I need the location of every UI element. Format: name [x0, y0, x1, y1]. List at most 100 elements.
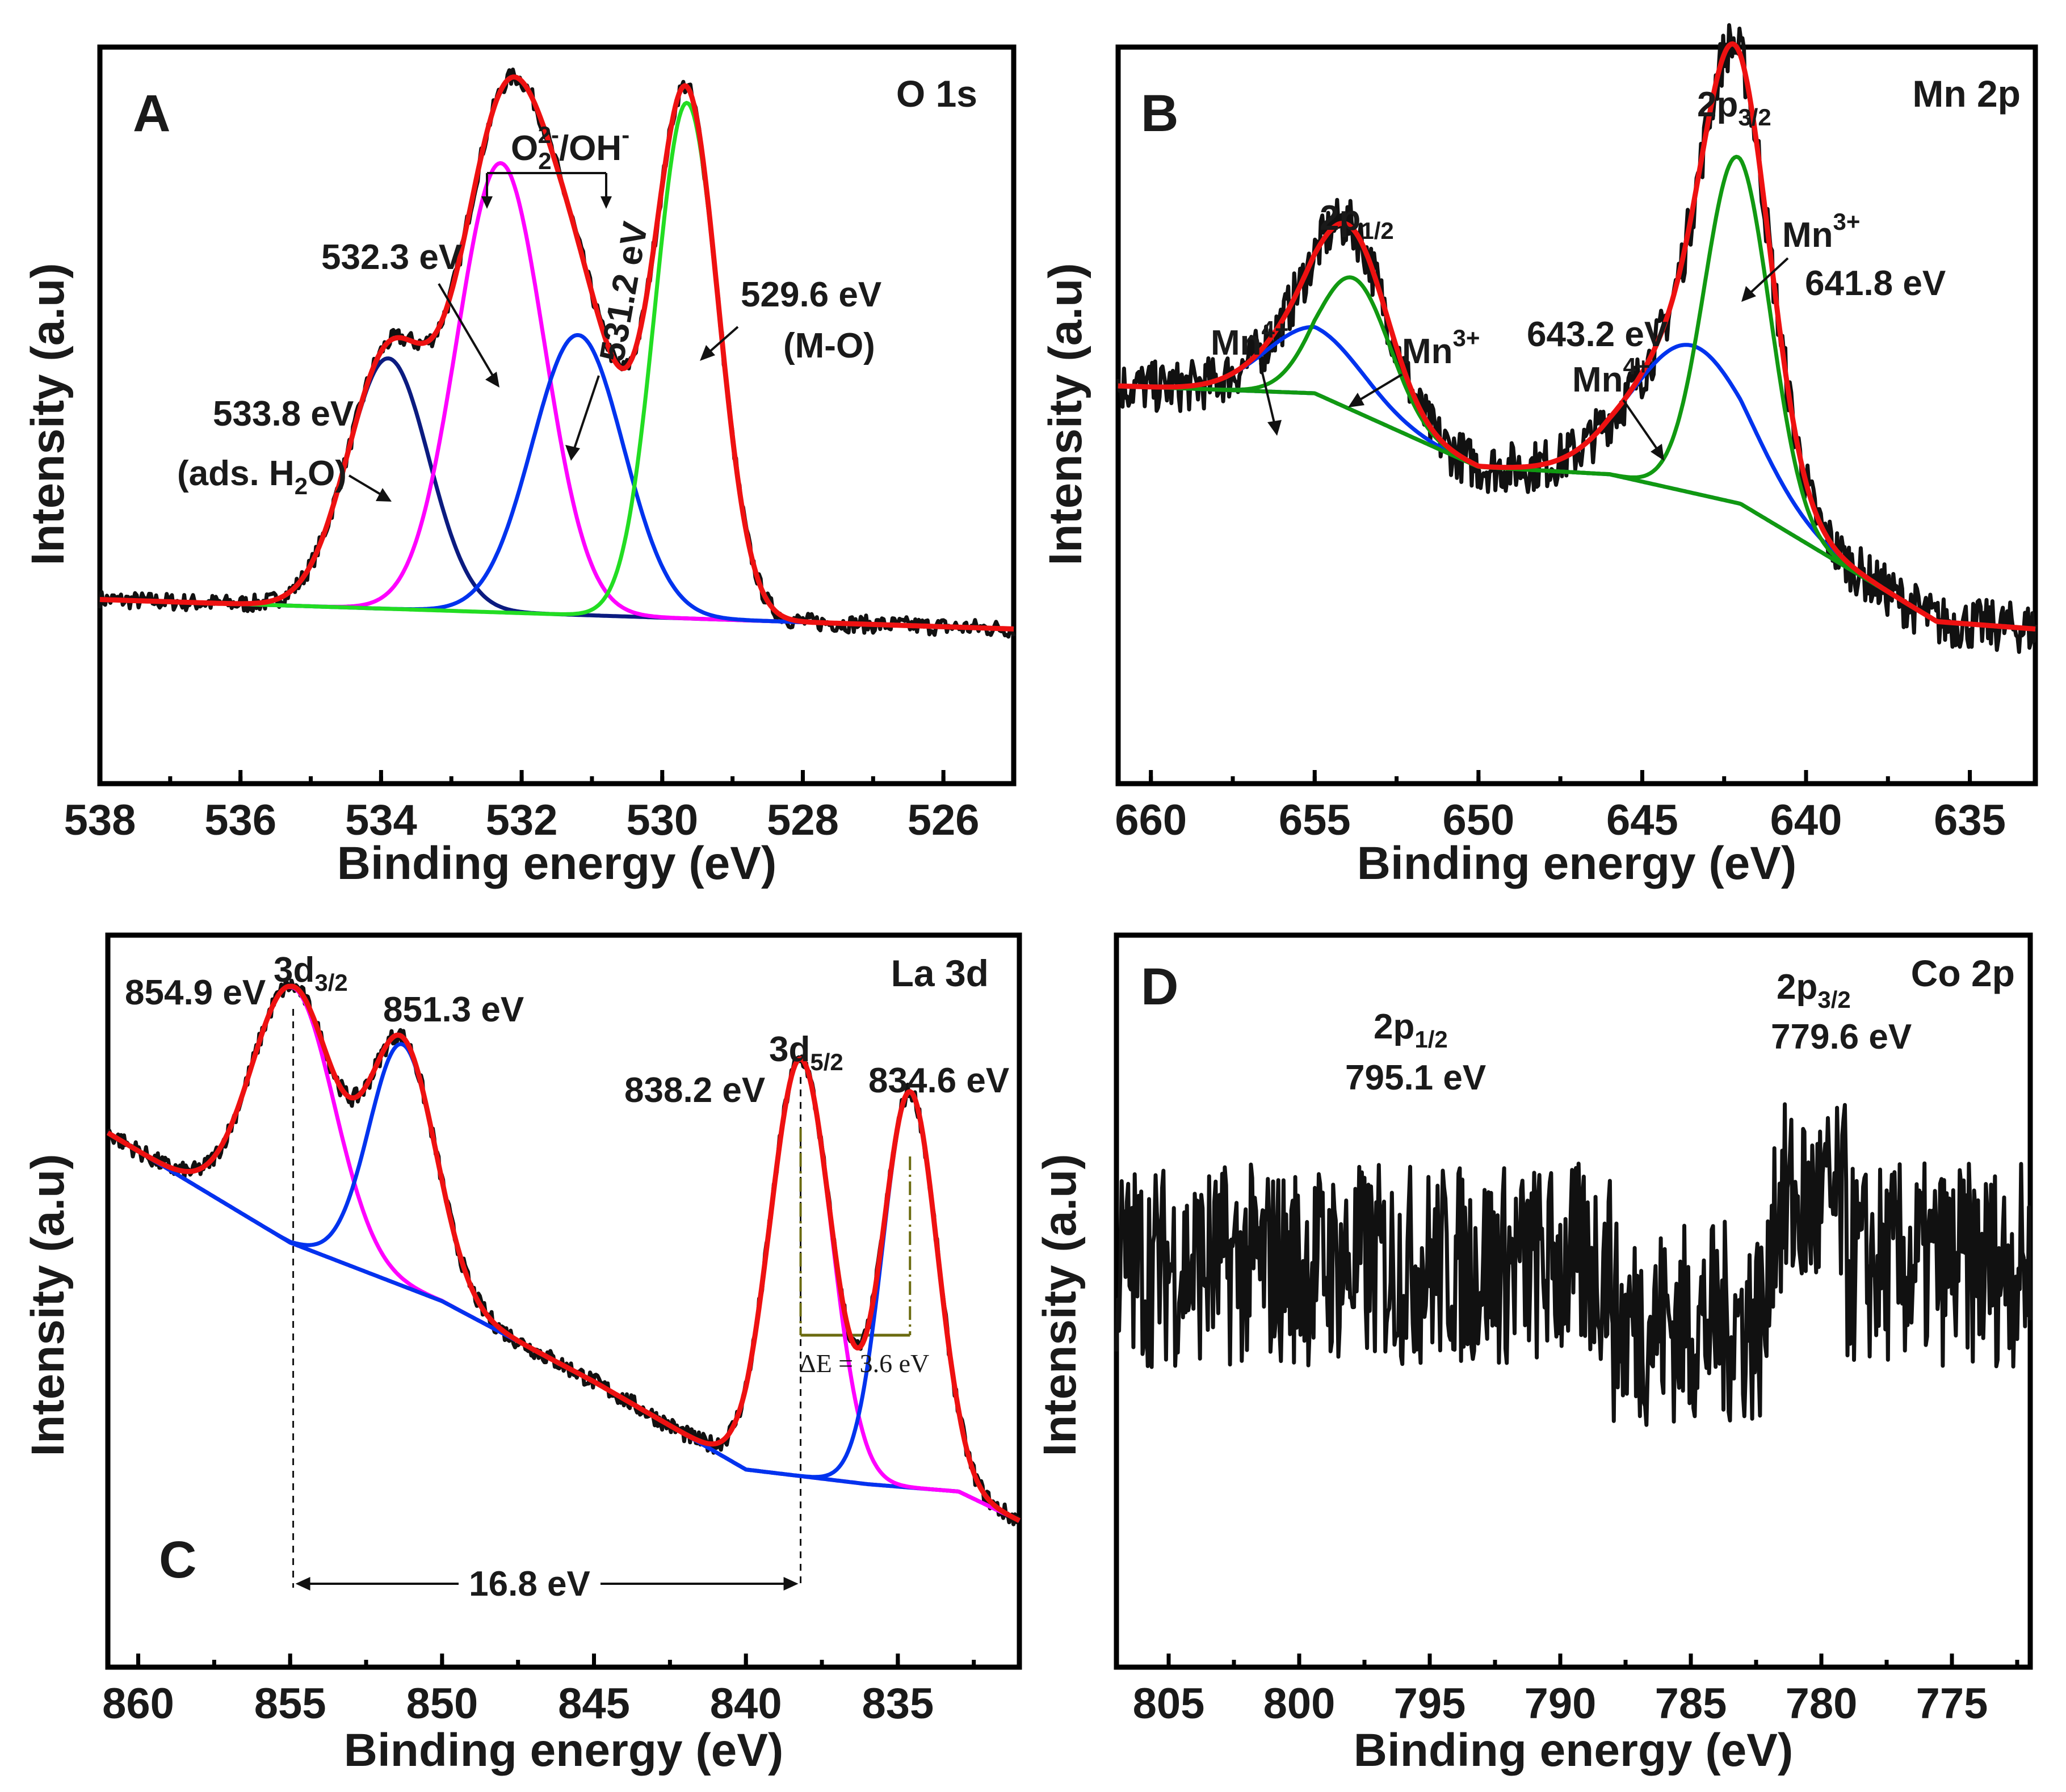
b-mn4r-sup: 4+ [1623, 353, 1651, 380]
bracket-sup2: - [622, 121, 629, 148]
split-arrowhead-right [783, 1577, 799, 1591]
panel-a-peak4-arrowhead [700, 345, 715, 361]
panel-b-ylabel: Intensity (a.u) [1040, 263, 1091, 565]
x-tick-label: 528 [767, 796, 839, 844]
panel-d-2p12-value: 795.1 eV [1345, 1058, 1486, 1097]
panel-b-mn4-left-arrowhead [1267, 420, 1282, 436]
x-tick-label: 536 [204, 796, 276, 844]
panel-d-2p12: 2p1/2 [1374, 1007, 1448, 1053]
b-2p12-sub: 1/2 [1360, 217, 1393, 244]
background-line [107, 1131, 1021, 1522]
d-2p32-sub: 3/2 [1817, 986, 1850, 1013]
panel-b-2p12: 2p1/2 [1320, 199, 1394, 244]
panel-b-tag: B [1141, 85, 1178, 142]
x-tick-label: 655 [1279, 796, 1351, 844]
panel-b-mn2p: 660 655 650 645 640 635 B Mn 2p Binding energ… [1040, 23, 2038, 889]
panel-a-tag: A [133, 85, 170, 142]
panel-a-plot-area [98, 68, 1016, 639]
panel-b-mn3-right: Mn3+ [1782, 208, 1860, 255]
x-tick-label: 526 [908, 796, 980, 844]
fit-envelope-line [99, 74, 1015, 632]
fit-envelope-line [1117, 41, 2036, 632]
x-tick-label: 790 [1525, 1680, 1597, 1728]
panel-d-2p32-value: 779.6 eV [1771, 1017, 1912, 1057]
panel-c-plot-area [106, 978, 1021, 1526]
b-mn3r-main: Mn [1782, 216, 1833, 255]
d-2p12-main: 2p [1374, 1007, 1414, 1046]
b-mn3l-main: Mn [1402, 332, 1453, 371]
panel-d-2p32: 2p3/2 [1777, 967, 1851, 1013]
panel-a-peak1-value: 533.8 eV [213, 394, 354, 434]
fit-component-4 [107, 1090, 1021, 1522]
panel-a-bracket-label: O22-/OH- [511, 121, 629, 174]
panel-c-tag: C [159, 1531, 196, 1589]
panel-a-peak4-value: 529.6 eV [741, 275, 881, 314]
x-tick-label: 780 [1786, 1680, 1858, 1728]
panel-c-ylabel: Intensity (a.u) [22, 1154, 74, 1456]
x-tick-label: 660 [1115, 796, 1187, 844]
x-tick-label: 805 [1133, 1680, 1205, 1728]
peak1-label-sub: 2 [295, 473, 308, 499]
panel-c-la3d: 860 855 850 845 840 835 C La 3d Binding energ… [22, 932, 1022, 1776]
panel-a-peak1-arrow [348, 474, 383, 496]
x-tick-label: 845 [558, 1680, 630, 1728]
panel-a-peak1-arrowhead [376, 488, 392, 502]
panel-b-mn3-right-arrow [1750, 257, 1789, 293]
panel-a-peak4-arrow [708, 326, 739, 353]
panel-c-v2: 851.3 eV [383, 990, 524, 1029]
b-mn3r-sup: 3+ [1833, 208, 1861, 235]
x-tick-label: 835 [862, 1680, 934, 1728]
fit-component-3 [107, 1057, 1021, 1523]
panel-c-split: 16.8 eV [469, 1564, 590, 1604]
raw-spectrum-line [98, 68, 1016, 639]
panel-a-bracket [481, 172, 612, 209]
peak1-label-a: (ads. H [177, 454, 295, 493]
x-tick-label: 640 [1770, 796, 1842, 844]
split-arrowhead-left [295, 1577, 310, 1591]
x-tick-label: 775 [1916, 1680, 1988, 1728]
bracket-o: O [511, 129, 538, 168]
panel-a-frame [97, 44, 1017, 786]
bracket-tail: /OH [559, 129, 622, 168]
c-3d52-main: 3d [769, 1030, 810, 1069]
b-2p32-main: 2p [1697, 85, 1738, 124]
panel-b-2p32: 2p3/2 [1697, 85, 1771, 131]
panel-a-peak2-label: 532.3 eV [321, 238, 462, 277]
x-tick-label: 530 [626, 796, 698, 844]
panel-c-delta: ΔE = 3.6 eV [799, 1349, 929, 1378]
panel-b-mn3-left-arrowhead [1348, 393, 1364, 407]
d-2p32-main: 2p [1777, 967, 1817, 1007]
x-tick-label: 532 [486, 796, 558, 844]
x-tick-label: 534 [345, 796, 417, 844]
panel-c-frame [105, 932, 1022, 1670]
panel-c-v4: 834.6 eV [868, 1061, 1009, 1100]
x-tick-label: 800 [1263, 1680, 1336, 1728]
panel-c-v3: 838.2 eV [624, 1071, 765, 1110]
panel-a-ylabel: Intensity (a.u) [22, 263, 74, 565]
panel-c-3d52: 3d5/2 [769, 1030, 843, 1075]
panel-b-plot-area [1116, 23, 2038, 654]
bracket-sup: 2- [538, 121, 559, 148]
panel-a-peak3-arrowhead [565, 445, 580, 461]
panel-a-x-ticks: 538 536 534 532 530 528 526 [64, 770, 1016, 844]
panel-c-3d32: 3d3/2 [274, 950, 348, 996]
panel-b-xlabel: Binding energy (eV) [1357, 838, 1797, 889]
panel-b-mn4-right-arrowhead [1651, 444, 1664, 461]
x-tick-label: 855 [254, 1680, 326, 1728]
raw-spectrum-line [1114, 1102, 2033, 1427]
panel-d-xlabel: Binding energy (eV) [1354, 1724, 1794, 1776]
panel-b-mn4-right-arrow [1622, 399, 1658, 451]
panel-d-ylabel: Intensity (a.u) [1034, 1154, 1086, 1456]
panel-a-peak1-label: (ads. H2O) [177, 454, 347, 499]
panel-c-split-bg [459, 1565, 601, 1602]
panel-b-mn3-right-value: 641.8 eV [1805, 264, 1946, 303]
panel-d-tag: D [1141, 958, 1178, 1016]
x-tick-label: 650 [1442, 796, 1514, 844]
fit-component-2 [107, 1042, 1021, 1523]
panel-c-xlabel: Binding energy (eV) [344, 1724, 784, 1776]
panel-b-mn3-left-arrow [1358, 373, 1403, 401]
b-mn4l-main: Mn [1211, 323, 1262, 363]
panel-b-mn4-left-arrow [1259, 363, 1275, 423]
panel-c-x-ticks: 860 855 850 845 840 835 [102, 1654, 976, 1728]
